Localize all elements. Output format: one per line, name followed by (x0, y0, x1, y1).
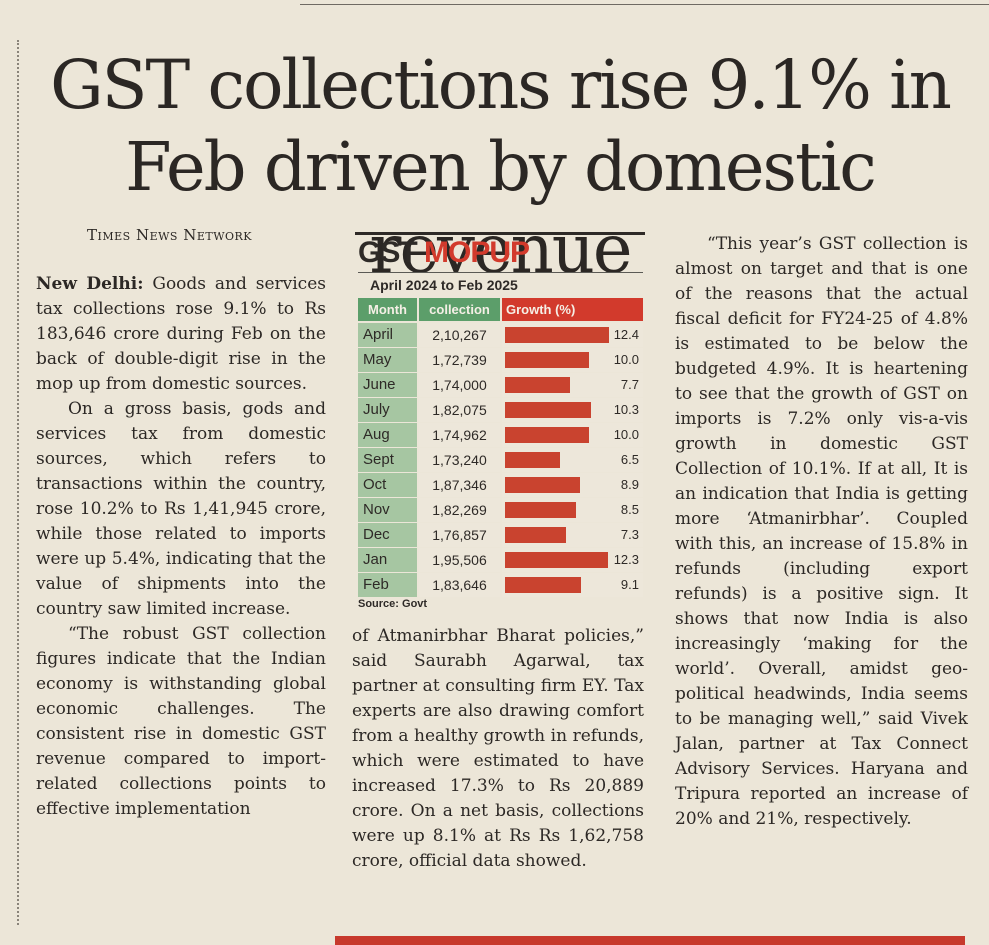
infographic-rule (355, 232, 645, 235)
table-header-row: Month collection Growth (%) (358, 298, 643, 321)
table-row: May 1,72,739 10.0 (358, 348, 643, 373)
growth-value-label: 8.9 (620, 477, 639, 492)
growth-cell: 9.1 (502, 573, 643, 597)
month-cell: Aug (358, 423, 417, 447)
paragraph-1-text: Goods and services tax collections rose … (36, 274, 326, 394)
growth-bar (505, 552, 608, 568)
growth-bar (505, 477, 580, 493)
month-cell: Nov (358, 498, 417, 522)
growth-value-label: 6.5 (620, 452, 639, 467)
collection-cell: 1,74,000 (419, 373, 500, 397)
growth-value-label: 12.3 (613, 552, 639, 567)
growth-bar (505, 427, 589, 443)
table-row: Aug 1,74,962 10.0 (358, 423, 643, 448)
collection-cell: 1,83,646 (419, 573, 500, 597)
collection-cell: 1,95,506 (419, 548, 500, 572)
collection-cell: 1,87,346 (419, 473, 500, 497)
growth-bar (505, 452, 560, 468)
growth-value-label: 9.1 (620, 577, 639, 592)
paragraph-5: “This year’s GST collection is almost on… (675, 234, 968, 829)
collection-cell: 1,72,739 (419, 348, 500, 372)
period-label: April 2024 to Feb 2025 (358, 272, 643, 296)
growth-value-label: 7.7 (620, 377, 639, 392)
table-row: Nov 1,82,269 8.5 (358, 498, 643, 523)
title-mopup: MOPUP (424, 236, 530, 269)
growth-value-label: 10.3 (613, 402, 639, 417)
article-column-1: New Delhi: Goods and services tax collec… (36, 272, 326, 822)
header-collection: collection (419, 298, 500, 321)
growth-cell: 10.0 (502, 423, 643, 447)
paragraph-3: “The robust GST collection figures indic… (36, 624, 326, 819)
header-month: Month (358, 298, 417, 321)
collection-cell: 1,73,240 (419, 448, 500, 472)
dateline: New Delhi: (36, 274, 144, 294)
table-row: April 2,10,267 12.4 (358, 323, 643, 348)
growth-bar (505, 527, 566, 543)
table-row: Jan 1,95,506 12.3 (358, 548, 643, 573)
paragraph-1: New Delhi: Goods and services tax collec… (36, 272, 326, 397)
table-row: Dec 1,76,857 7.3 (358, 523, 643, 548)
header-growth: Growth (%) (502, 298, 643, 321)
article-column-2: of Atmanirbhar Bharat policies,” said Sa… (352, 624, 644, 874)
table-row: July 1,82,075 10.3 (358, 398, 643, 423)
growth-value-label: 12.4 (613, 327, 639, 342)
growth-cell: 7.7 (502, 373, 643, 397)
growth-cell: 12.3 (502, 548, 643, 572)
month-cell: July (358, 398, 417, 422)
month-cell: Sept (358, 448, 417, 472)
growth-cell: 10.0 (502, 348, 643, 372)
table-row: Sept 1,73,240 6.5 (358, 448, 643, 473)
growth-value-label: 10.0 (613, 427, 639, 442)
article-column-3: “This year’s GST collection is almost on… (675, 232, 968, 832)
left-dotted-margin (17, 40, 19, 925)
month-cell: April (358, 323, 417, 347)
collection-cell: 2,10,267 (419, 323, 500, 347)
growth-bar (505, 352, 589, 368)
growth-bar (505, 502, 576, 518)
month-cell: Feb (358, 573, 417, 597)
title-gst: GST (358, 236, 418, 269)
byline: Times News Network (87, 226, 253, 244)
month-cell: May (358, 348, 417, 372)
bottom-red-bar (335, 936, 965, 945)
source-note: Source: Govt (358, 598, 428, 610)
growth-cell: 7.3 (502, 523, 643, 547)
headline: GST collections rise 9.1% in Feb driven … (50, 46, 952, 288)
growth-cell: 6.5 (502, 448, 643, 472)
growth-cell: 10.3 (502, 398, 643, 422)
growth-value-label: 8.5 (620, 502, 639, 517)
paragraph-2: On a gross basis, gods and services tax … (36, 399, 326, 619)
growth-value-label: 10.0 (613, 352, 639, 367)
growth-cell: 12.4 (502, 323, 643, 347)
collection-cell: 1,76,857 (419, 523, 500, 547)
table-row: Oct 1,87,346 8.9 (358, 473, 643, 498)
growth-bar (505, 402, 591, 418)
infographic-title: GST MOPUP (358, 236, 530, 270)
collection-cell: 1,74,962 (419, 423, 500, 447)
table-row: Feb 1,83,646 9.1 (358, 573, 643, 598)
collection-cell: 1,82,269 (419, 498, 500, 522)
growth-cell: 8.9 (502, 473, 643, 497)
table-row: June 1,74,000 7.7 (358, 373, 643, 398)
paragraph-4: of Atmanirbhar Bharat policies,” said Sa… (352, 626, 644, 871)
month-cell: Oct (358, 473, 417, 497)
growth-bar (505, 327, 609, 343)
collection-cell: 1,82,075 (419, 398, 500, 422)
growth-cell: 8.5 (502, 498, 643, 522)
month-cell: Jan (358, 548, 417, 572)
month-cell: Dec (358, 523, 417, 547)
growth-bar (505, 377, 570, 393)
top-rule (300, 4, 989, 5)
growth-bar (505, 577, 581, 593)
month-cell: June (358, 373, 417, 397)
growth-value-label: 7.3 (620, 527, 639, 542)
